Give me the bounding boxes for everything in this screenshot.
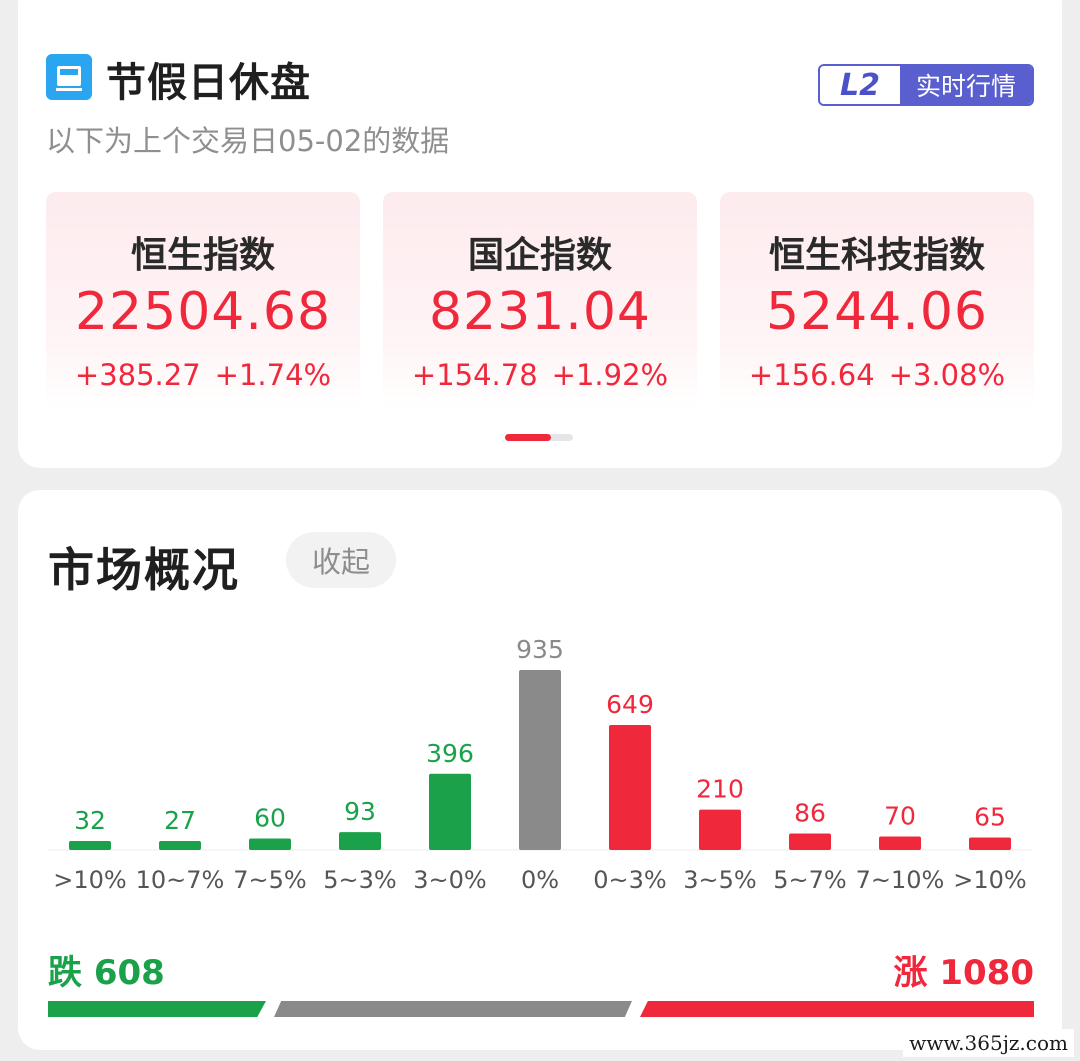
index-name: 恒生科技指数: [768, 235, 985, 276]
index-value: 8231.04: [428, 282, 652, 342]
l2-realtime-badge[interactable]: L2 实时行情: [818, 64, 1034, 106]
index-change: +385.27 +1.74%: [46, 358, 360, 392]
ratio-bar-advance: [640, 1001, 1034, 1017]
chart-tick-label: 5~3%: [323, 866, 396, 894]
advance-count: 涨 1080: [893, 953, 1034, 993]
decline-count: 跌 608: [48, 953, 165, 993]
chart-tick-label: >10%: [53, 866, 126, 894]
index-card-hscei[interactable]: 国企指数 8231.04 +154.78 +1.92%: [383, 192, 697, 412]
chart-value-label: 935: [516, 635, 564, 664]
distribution-chart: 32 >10% 27 10~7% 60 7~5% 93 5~3% 396 3~0% 935 0% 649…: [48, 635, 1032, 894]
chart-bar: [159, 841, 201, 850]
chart-value-label: 32: [74, 806, 106, 835]
index-change-points: +385.27: [74, 358, 201, 392]
chart-bar: [789, 833, 831, 850]
chart-tick-label: 7~10%: [856, 866, 945, 894]
index-name: 恒生指数: [130, 235, 275, 276]
index-change: +154.78 +1.92%: [383, 358, 697, 392]
page-indicator[interactable]: [505, 434, 573, 441]
chart-value-label: 86: [794, 798, 826, 827]
realtime-quote-label: 实时行情: [900, 66, 1032, 104]
page-indicator-active: [505, 434, 551, 441]
chart-bar: [699, 809, 741, 850]
index-change-percent: +1.92%: [551, 358, 669, 392]
holiday-subtitle: 以下为上个交易日05-02的数据: [46, 124, 450, 158]
l2-logo: L2: [820, 66, 900, 104]
chart-bar: [609, 725, 651, 850]
chart-bar: [879, 836, 921, 850]
holiday-calendar-icon: [46, 54, 92, 100]
index-name: 国企指数: [467, 235, 612, 276]
chart-bar: [969, 837, 1011, 850]
chart-bar: [69, 841, 111, 850]
chart-tick-label: 10~7%: [136, 866, 225, 894]
chart-tick-label: >10%: [953, 866, 1026, 894]
chart-tick-label: 7~5%: [233, 866, 306, 894]
collapse-button[interactable]: 收起: [286, 532, 396, 588]
chart-value-label: 396: [426, 739, 474, 768]
chart-bar: [339, 832, 381, 850]
chart-value-label: 65: [974, 802, 1006, 831]
chart-bar: [249, 838, 291, 850]
chart-value-label: 70: [884, 802, 916, 831]
chart-bar: [429, 773, 471, 850]
chart-value-label: 93: [344, 797, 376, 826]
chart-tick-label: 3~5%: [683, 866, 756, 894]
chart-tick-label: 3~0%: [413, 866, 486, 894]
market-overview-card: 市场概况 收起 32 >10% 27 10~7% 60 7~5% 93 5~3% 396 3~0%…: [18, 490, 1062, 1050]
index-change-percent: +1.74%: [214, 358, 332, 392]
watermark: www.365jz.com: [903, 1029, 1074, 1057]
chart-value-label: 649: [606, 690, 654, 719]
chart-value-label: 27: [164, 806, 196, 835]
index-card-hstech[interactable]: 恒生科技指数 5244.06 +156.64 +3.08%: [720, 192, 1034, 412]
chart-tick-label: 5~7%: [773, 866, 846, 894]
index-value: 5244.06: [765, 282, 989, 342]
chart-tick-label: 0~3%: [593, 866, 666, 894]
chart-value-label: 210: [696, 775, 744, 804]
chart-value-label: 60: [254, 803, 286, 832]
index-card-hsi[interactable]: 恒生指数 22504.68 +385.27 +1.74%: [46, 192, 360, 412]
index-change-points: +156.64: [748, 358, 875, 392]
index-change-points: +154.78: [411, 358, 538, 392]
ratio-bar-decline: [48, 1001, 266, 1017]
market-title: 市场概况: [48, 543, 240, 597]
ratio-bar-flat: [274, 1001, 632, 1017]
holiday-card: 节假日休盘 以下为上个交易日05-02的数据 L2 实时行情 恒生指数 2250…: [18, 0, 1062, 468]
chart-bar: [519, 670, 561, 850]
index-change: +156.64 +3.08%: [720, 358, 1034, 392]
index-change-percent: +3.08%: [888, 358, 1006, 392]
chart-tick-label: 0%: [521, 866, 559, 894]
index-value: 22504.68: [74, 282, 332, 342]
holiday-title: 节假日休盘: [106, 60, 311, 106]
